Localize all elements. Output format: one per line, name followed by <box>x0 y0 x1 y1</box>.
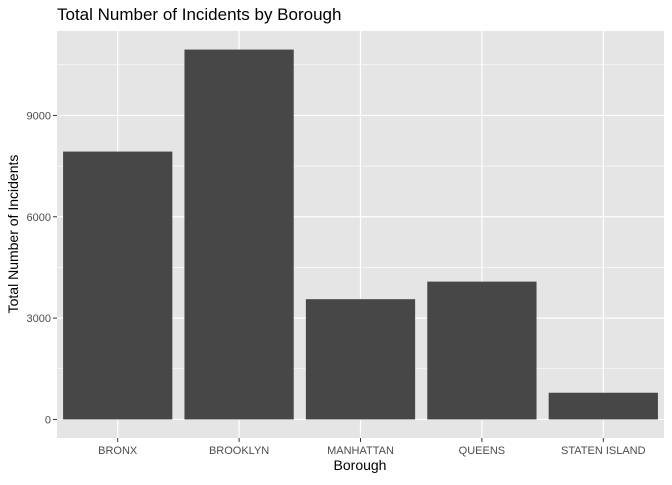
x-tick-label: BROOKLYN <box>209 445 269 457</box>
x-tick-label: STATEN ISLAND <box>561 445 646 457</box>
x-tick-label: QUEENS <box>459 445 505 457</box>
bar-queens <box>427 281 537 420</box>
bars-group <box>63 49 658 420</box>
x-axis-label: Borough <box>334 457 387 473</box>
y-tick-label: 6000 <box>27 212 51 224</box>
x-tick-label: BRONX <box>98 445 138 457</box>
bar-brooklyn <box>184 49 294 420</box>
chart-title: Total Number of Incidents by Borough <box>57 5 341 24</box>
bar-manhattan <box>305 299 416 420</box>
x-axis-ticks: BRONX BROOKLYN MANHATTAN QUEENS STATEN ISLAN… <box>98 438 646 457</box>
y-axis-label: Total Number of Incidents <box>5 155 21 314</box>
y-axis-ticks: 0 3000 6000 9000 <box>27 110 57 426</box>
bar-staten-island <box>548 392 658 420</box>
y-tick-label: 3000 <box>27 313 51 325</box>
bar-bronx <box>63 151 173 420</box>
x-tick-label: MANHATTAN <box>327 445 394 457</box>
y-tick-label: 0 <box>45 414 51 426</box>
y-tick-label: 9000 <box>27 110 51 122</box>
